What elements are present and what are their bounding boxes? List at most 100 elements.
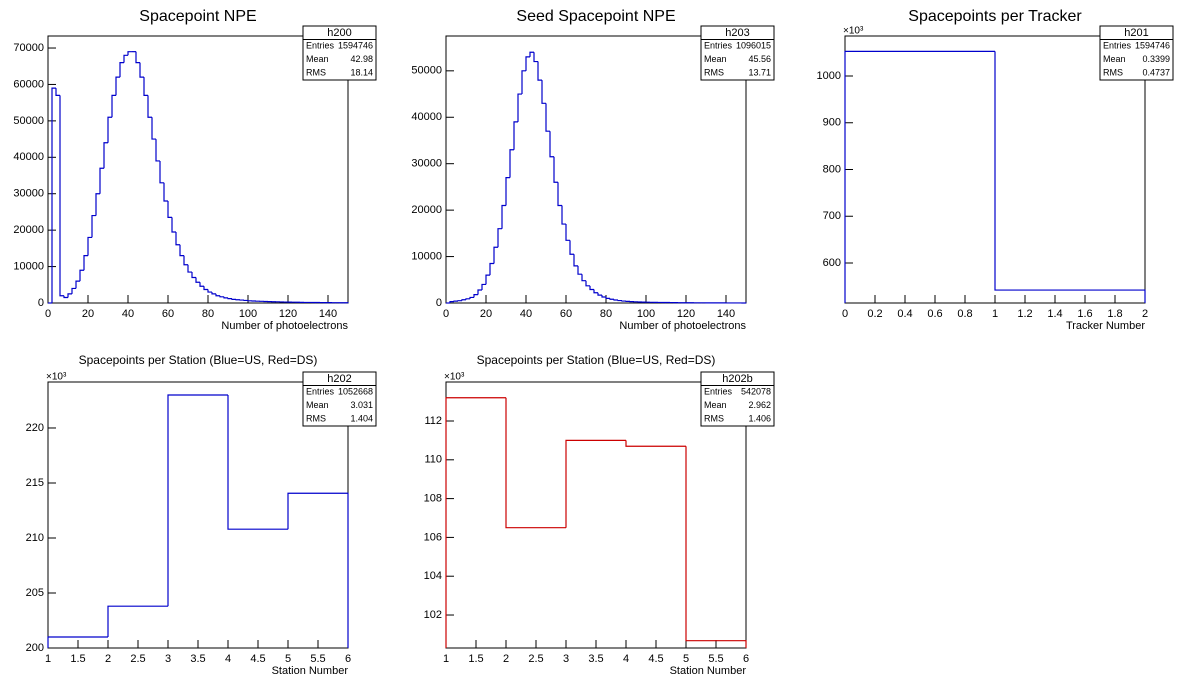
stats-label: Entries [704,387,733,397]
histogram-bin [163,182,168,202]
histogram-bin [553,156,558,183]
stats-value: 1594746 [338,41,373,51]
plot-frame [445,35,747,304]
histogram-bin [79,269,84,282]
x-tick-label: 120 [279,308,297,320]
stats-name: h201 [1124,27,1148,39]
histogram-bin [215,293,220,297]
histogram-bin [613,299,618,301]
x-tick-label: 1.6 [1077,308,1092,320]
stats-label: Mean [306,54,329,64]
stats-value: 45.56 [748,54,771,64]
histogram-bin [231,298,236,300]
histogram-bin [461,299,466,301]
stats-label: RMS [704,68,724,78]
histogram-bin [51,87,56,303]
x-tick-label: 5 [285,653,291,665]
histogram-bin [207,289,212,293]
x-tick-label: 140 [319,308,337,320]
histogram-bin [545,103,550,132]
histogram-bin [83,255,88,271]
x-tick-label: 140 [717,308,735,320]
histogram-bin [477,289,482,295]
stats-label: Entries [1103,41,1132,51]
histogram-bin [589,285,594,291]
y-tick-label: 0 [38,297,44,309]
histogram-bin [493,246,498,264]
y-multiplier: ×10³ [46,372,67,383]
histogram-bin [505,177,510,206]
stats-value: 2.962 [748,400,771,410]
x-tick-label: 4 [225,653,231,665]
stats-label: Mean [704,400,727,410]
histogram-bin [517,93,522,122]
x-tick-label: 100 [637,308,655,320]
histogram-bin [111,94,116,118]
x-tick-label: 1.2 [1017,308,1032,320]
histogram-bin [195,277,200,283]
x-tick-label: 80 [600,308,612,320]
histogram-bin [67,293,72,298]
histogram-bin [219,295,224,298]
histogram-bin [565,439,626,528]
histogram-bin [223,296,228,299]
histogram-bin [473,294,478,298]
x-tick-label: 0 [443,308,449,320]
histogram-bin [95,193,100,216]
x-axis-label: Station Number [670,665,747,677]
x-tick-label: 3 [165,653,171,665]
y-tick-label: 200 [26,642,44,654]
histogram-bin [994,51,1146,303]
histogram-bin [155,139,160,162]
x-tick-label: 1.4 [1047,308,1062,320]
x-axis-label: Number of photoelectrons [221,320,348,332]
stats-box [1099,25,1174,81]
histogram-bin [187,264,192,273]
histogram-bin [497,228,502,248]
x-tick-label: 60 [560,308,572,320]
histogram-bin [63,295,68,299]
histogram-bin [103,142,108,169]
stats-label: Entries [306,41,335,51]
y-tick-label: 60000 [13,78,44,90]
histogram-bin [135,51,140,64]
histogram-bin [139,62,144,78]
chart-title: Spacepoint NPE [139,8,256,25]
histogram-bin [573,254,578,267]
histogram-bin [151,117,156,140]
y-tick-label: 50000 [13,115,44,127]
y-tick-label: 20000 [13,224,44,236]
y-tick-label: 900 [823,117,841,129]
y-tick-label: 104 [424,570,442,582]
x-tick-label: 2 [503,653,509,665]
x-tick-label: 0 [842,308,848,320]
x-tick-label: 1 [992,308,998,320]
histogram-bin [541,80,546,104]
stats-name: h202 [327,373,351,385]
histogram-bin [227,297,232,300]
histogram-bin [465,298,470,300]
x-tick-label: 40 [520,308,532,320]
x-tick-label: 40 [122,308,134,320]
y-tick-label: 205 [26,587,44,599]
y-tick-label: 30000 [411,158,442,170]
histogram-bin [569,240,574,255]
stats-box [700,371,775,427]
x-tick-label: 2.5 [528,653,543,665]
x-tick-label: 0.8 [957,308,972,320]
y-tick-label: 20000 [411,204,442,216]
y-multiplier: ×10³ [444,372,465,383]
histogram-bin [191,272,196,279]
histogram-bin [99,167,104,194]
stats-value: 0.4737 [1142,68,1170,78]
x-tick-label: 1.8 [1107,308,1122,320]
stats-value: 18.14 [350,68,373,78]
x-tick-label: 5.5 [310,653,325,665]
stats-label: RMS [704,414,724,424]
x-tick-label: 1 [45,653,51,665]
y-tick-label: 700 [823,210,841,222]
stats-label: Mean [704,54,727,64]
histogram-bin [75,280,80,289]
histogram-bin [577,265,582,275]
y-tick-label: 70000 [13,42,44,54]
